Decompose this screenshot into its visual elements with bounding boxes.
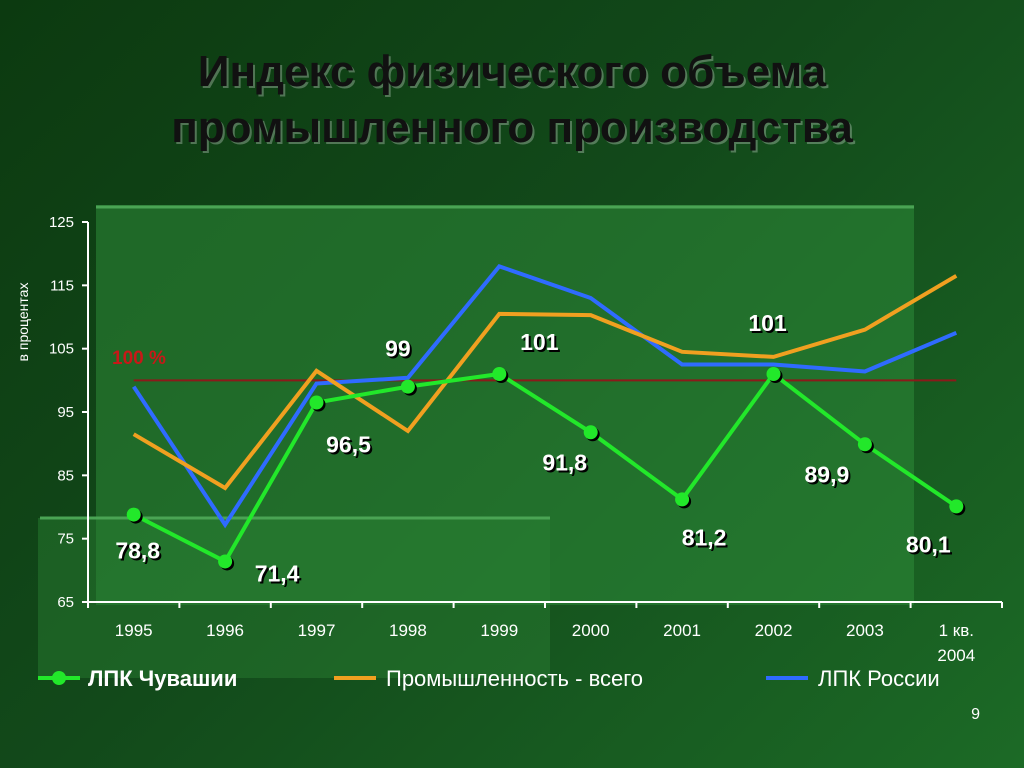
y-tick-label: 115 — [50, 277, 74, 294]
series-group — [126, 263, 966, 571]
legend-label-lpk-chuvashia: ЛПК Чувашии — [88, 666, 237, 691]
page-number: 9 — [971, 706, 980, 723]
legend: ЛПК Чувашии Промышленность - всего ЛПК Рос… — [38, 666, 940, 691]
y-tick-label: 85 — [57, 467, 74, 484]
data-label: 81,2 — [682, 524, 727, 550]
chart-title-line-2: промышленного производства — [171, 103, 853, 152]
data-label-shadow: 71,4 — [257, 562, 302, 588]
data-point-marker — [675, 492, 690, 507]
plot-panel-upper — [96, 205, 914, 605]
data-label: 78,8 — [115, 538, 160, 564]
data-point-marker — [126, 507, 141, 522]
data-label: 101 — [748, 310, 787, 336]
data-point-marker — [309, 395, 324, 410]
data-point-marker — [857, 437, 872, 452]
data-label-shadow: 101 — [750, 312, 789, 338]
series-line-lpk-russia — [132, 263, 958, 529]
x-tick-label: 2003 — [846, 621, 884, 640]
series-line-lpk-chuvashia — [132, 371, 958, 565]
x-tick-label: 2001 — [663, 621, 701, 640]
data-label: 71,4 — [255, 560, 300, 586]
reference-line-group: 100 % — [112, 348, 957, 382]
x-tick-label: 1995 — [115, 621, 153, 640]
data-label-shadow: 101 — [522, 331, 561, 357]
chart-title-line-1: Индекс физического объема — [197, 47, 827, 96]
x-tick-label: 2002 — [755, 621, 793, 640]
plot-panel-lower — [38, 518, 550, 678]
y-tick-label: 105 — [49, 341, 74, 358]
x-tick-label: 1998 — [389, 621, 427, 640]
data-label-shadow: 80,1 — [908, 533, 953, 559]
data-label-shadow: 81,2 — [684, 526, 729, 552]
data-label: 91,8 — [542, 449, 587, 475]
data-label: 101 — [520, 329, 559, 355]
data-label: 89,9 — [805, 461, 850, 487]
data-label: 99 — [385, 336, 411, 362]
y-tick-label: 75 — [57, 531, 74, 548]
data-point-marker — [218, 554, 233, 569]
data-point-marker — [492, 367, 507, 381]
data-point-marker — [949, 499, 964, 514]
y-tick-label: 65 — [57, 594, 74, 611]
data-label: 80,1 — [906, 531, 951, 557]
legend-label-industry-total: Промышленность - всего — [386, 666, 643, 691]
x-tick-label: 1996 — [206, 621, 244, 640]
series-line-industry-total — [132, 274, 958, 491]
data-point-marker — [400, 379, 415, 394]
y-tick-label: 95 — [57, 404, 74, 421]
legend-marker — [52, 671, 66, 685]
x-tick-label: 1 кв. 2004 — [937, 621, 975, 665]
y-axis-label: в процентах — [15, 283, 31, 362]
y-tick-label: 125 — [49, 214, 74, 231]
data-label: 96,5 — [326, 432, 371, 458]
axes: 65 75 85 95 105 115 125 1995 1996 1997 1998 1999 200… — [15, 214, 1003, 665]
data-point-marker — [583, 425, 598, 440]
data-label-shadow: 89,9 — [807, 463, 852, 489]
data-label-shadow: 99 — [387, 338, 413, 364]
x-tick-label: 1999 — [480, 621, 518, 640]
legend-label-lpk-russia: ЛПК России — [818, 666, 940, 691]
x-tick-label: 1997 — [298, 621, 336, 640]
data-label-shadow: 91,8 — [544, 451, 589, 477]
data-label-shadow: 78,8 — [117, 540, 162, 566]
data-point-marker — [766, 367, 781, 381]
plot-background — [38, 205, 914, 678]
reference-line-label: 100 % — [112, 348, 166, 369]
x-tick-label: 2000 — [572, 621, 610, 640]
data-label-shadow: 96,5 — [328, 434, 373, 460]
